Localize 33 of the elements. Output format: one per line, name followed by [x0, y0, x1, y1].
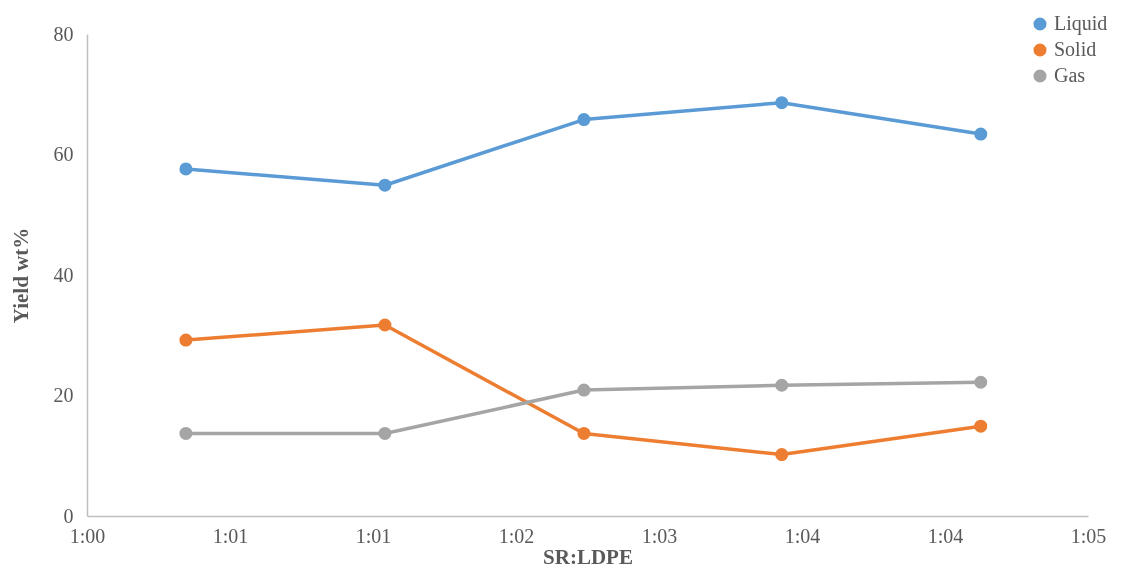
y-axis-title: Yield wt%: [8, 227, 33, 324]
point: [974, 375, 988, 389]
point: [577, 113, 591, 127]
point: [179, 333, 193, 347]
point: [378, 178, 392, 192]
x-tick-label: 1:02: [498, 524, 535, 547]
point: [775, 448, 789, 462]
point: [974, 419, 988, 433]
x-tick-label: 1:03: [641, 524, 678, 547]
x-tick-label: 1:05: [1070, 524, 1107, 547]
point: [775, 96, 789, 110]
y-tick-label: 80: [53, 22, 74, 45]
legend-label: Solid: [1054, 38, 1097, 60]
x-tick-label: 1:00: [69, 524, 106, 547]
point: [378, 318, 392, 332]
y-tick-label: 60: [53, 143, 74, 165]
x-axis-title: SR:LDPE: [543, 544, 633, 569]
y-tick-label: 0: [63, 504, 74, 527]
x-tick-label: 1:04: [927, 524, 964, 547]
legend-label: Gas: [1054, 64, 1086, 86]
x-tick-label: 1:01: [212, 524, 249, 547]
point: [974, 127, 988, 141]
legend-label: Liquid: [1054, 12, 1108, 35]
x-tick-label: 1:04: [784, 524, 821, 547]
point: [577, 383, 591, 397]
point: [378, 426, 392, 440]
point: [179, 162, 193, 176]
x-tick-label: 1:01: [355, 524, 392, 547]
y-tick-label: 20: [53, 384, 74, 406]
point: [179, 426, 193, 440]
point: [775, 378, 789, 392]
y-tick-label: 40: [53, 263, 74, 286]
point: [577, 426, 591, 440]
